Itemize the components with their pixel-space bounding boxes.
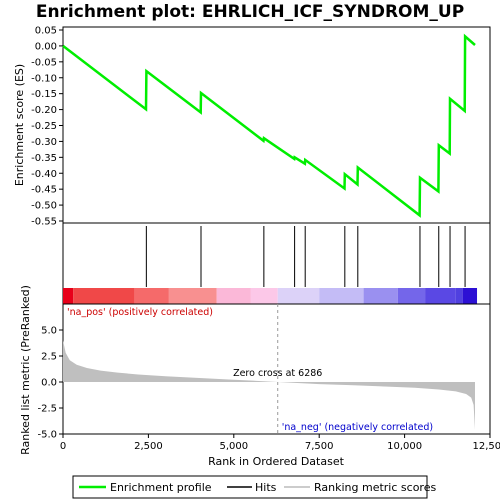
es-panel-frame [62, 26, 491, 224]
es-y-tick-label: -0.15 [31, 89, 57, 100]
correlation-color-bar [63, 288, 478, 304]
metric-y-tick-label: 0.0 [41, 378, 57, 389]
es-y-tick-label: -0.45 [31, 185, 57, 196]
metric-y-tick-label: -2.5 [37, 404, 57, 415]
hit-lines [145, 226, 466, 287]
es-y-tick-label: -0.50 [31, 201, 57, 212]
es-panel: 0.05 0.00 -0.05 -0.10 -0.15 -0.20 -0.25 -0.30 -0… [13, 26, 491, 228]
chart-title: Enrichment plot: EHRLICH_ICF_SYNDROM_UP [36, 2, 464, 22]
color-bar-segment [397, 288, 426, 304]
metric-y-ticks: 5.0 2.5 0.0 -2.5 -5.0 [37, 326, 63, 441]
x-tick-label: 2,500 [134, 441, 163, 452]
es-y-tick-label: -0.05 [31, 57, 57, 68]
x-tick-label: 7,500 [305, 441, 334, 452]
es-y-tick-label: -0.20 [31, 105, 57, 116]
metric-panel-frame [62, 303, 491, 435]
positive-correlation-label: 'na_pos' (positively correlated) [67, 307, 213, 318]
enrichment-profile-line [62, 33, 476, 218]
color-bar-segment [63, 288, 74, 304]
x-tick-label: 12,500 [473, 441, 500, 452]
zero-cross-label: Zero cross at 6286 [233, 368, 322, 379]
color-bar-segment [134, 288, 169, 304]
hits-panel [62, 222, 491, 305]
metric-y-tick-label: -5.0 [37, 430, 57, 441]
color-bar-segment [425, 288, 456, 304]
metric-y-tick-label: 2.5 [41, 352, 57, 363]
color-bar-segment [73, 288, 135, 304]
es-y-axis-label: Enrichment score (ES) [13, 64, 26, 186]
metric-y-tick-label: 5.0 [41, 326, 57, 337]
legend-hits-label: Hits [255, 481, 277, 494]
color-bar-segment [455, 288, 463, 304]
es-y-tick-label: -0.35 [31, 153, 57, 164]
es-y-tick-label: -0.10 [31, 73, 57, 84]
color-bar-segment [216, 288, 251, 304]
x-axis-label: Rank in Ordered Dataset [208, 455, 345, 468]
legend: Enrichment profile Hits Ranking metric s… [72, 475, 436, 499]
metric-panel: 5.0 2.5 0.0 -2.5 -5.0 Zero cross at 6286 'na… [19, 285, 491, 455]
legend-metric-label: Ranking metric scores [314, 481, 436, 494]
color-bar-segment [462, 288, 478, 304]
x-tick-label: 0 [60, 441, 66, 452]
metric-y-axis-label: Ranked list metric (PreRanked) [19, 285, 32, 455]
x-ticks: 0 2,500 5,000 7,500 10,000 12,500 [60, 434, 500, 452]
es-y-tick-label: 0.05 [35, 26, 57, 37]
es-y-tick-label: -0.40 [31, 169, 57, 180]
color-bar-segment [168, 288, 217, 304]
x-tick-label: 5,000 [219, 441, 248, 452]
negative-correlation-label: 'na_neg' (negatively correlated) [282, 422, 433, 433]
x-tick-label: 10,000 [387, 441, 422, 452]
legend-enrichment-label: Enrichment profile [110, 481, 212, 494]
color-bar-segment [363, 288, 398, 304]
color-bar-segment [250, 288, 278, 304]
es-y-ticks: 0.05 0.00 -0.05 -0.10 -0.15 -0.20 -0.25 -0.30 -0… [31, 26, 63, 228]
es-y-tick-label: 0.00 [35, 41, 57, 52]
color-bar-segment [277, 288, 320, 304]
es-y-tick-label: -0.30 [31, 137, 57, 148]
color-bar-segment [319, 288, 364, 304]
es-y-tick-label: -0.25 [31, 121, 57, 132]
ranking-metric-area [63, 340, 475, 430]
es-y-tick-label: -0.55 [31, 217, 57, 228]
